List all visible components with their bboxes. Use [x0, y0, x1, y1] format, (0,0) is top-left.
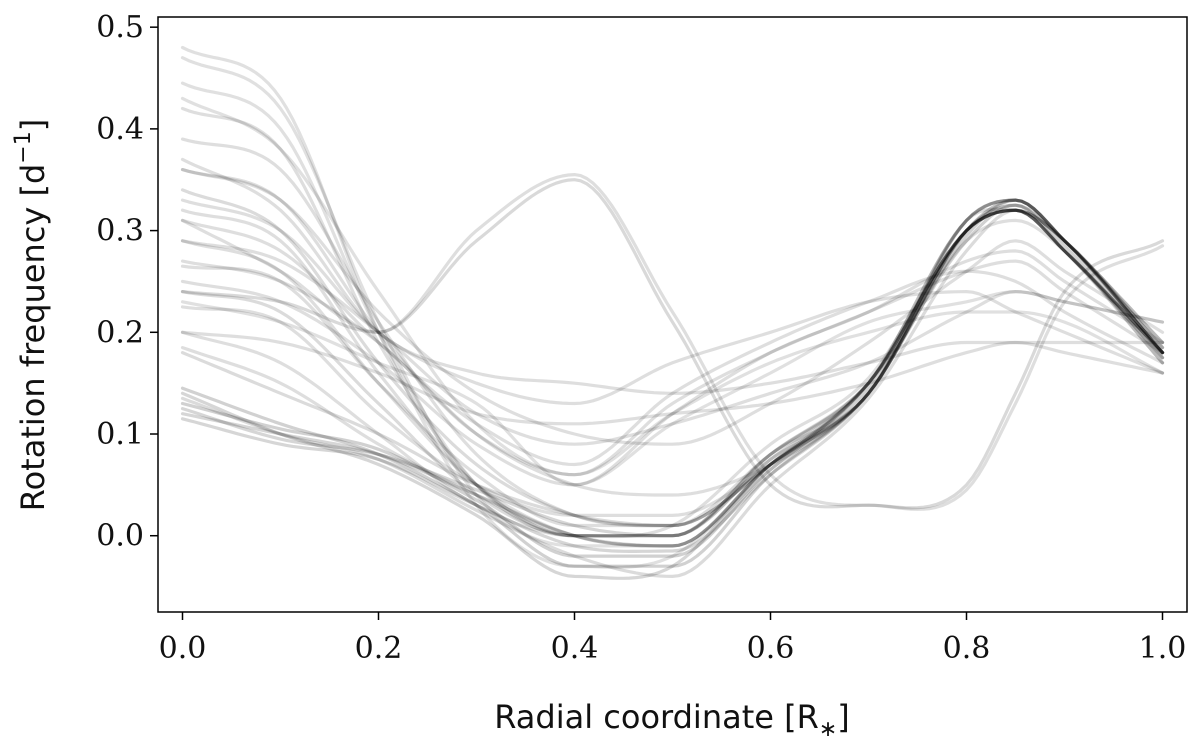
series-line-c08: [180, 208, 1165, 528]
y-tick-label: 0.5: [96, 10, 144, 45]
series-line-c31: [180, 290, 1165, 487]
series-line-c17: [180, 168, 1165, 497]
y-tick-label: 0.0: [96, 519, 144, 554]
y-tick-label: 0.3: [96, 214, 144, 249]
series-line-c02: [180, 203, 1165, 558]
series-line-c01: [180, 208, 1165, 548]
series-line-c15: [180, 198, 1165, 538]
series-line-c30: [180, 330, 1165, 426]
x-tick-label: 0.4: [551, 631, 599, 666]
series-line-c03: [180, 198, 1165, 568]
y-axis-title: Rotation frequency [d−1]: [11, 119, 52, 511]
series-line-c09: [180, 218, 1165, 538]
series-line-c18: [180, 137, 1165, 528]
series-line-c12: [180, 207, 1165, 538]
x-tick-label: 0.8: [943, 631, 991, 666]
series-line-c13: [180, 208, 1165, 528]
series-line-c32: [180, 96, 1165, 477]
series-line-c05: [180, 198, 1165, 538]
y-tick-label: 0.2: [96, 315, 144, 350]
series-line-c34: [180, 173, 1165, 511]
series-line-c16: [180, 188, 1165, 528]
curve-group: [180, 45, 1165, 580]
series-line-c25: [180, 259, 1165, 477]
plot-frame: [157, 16, 1188, 613]
series-line-c27: [180, 168, 1165, 446]
series-line-c23: [180, 198, 1165, 406]
x-axis-title: Radial coordinate [R∗]: [494, 698, 850, 742]
series-line-c24: [180, 218, 1165, 467]
x-tick-label: 1.0: [1139, 631, 1187, 666]
x-tick-label: 0.2: [355, 631, 403, 666]
x-tick-label: 0.0: [159, 631, 207, 666]
series-line-c11: [180, 198, 1165, 517]
x-tick-label: 0.6: [747, 631, 795, 666]
series-line-c26: [180, 249, 1165, 487]
series-line-c10: [180, 208, 1165, 539]
tick-group: 0.0 0.2 0.4 0.6 0.8 1.0 0.0 0.1 0.2 0.3 0.4 0.5: [96, 10, 1186, 666]
series-line-c20: [180, 81, 1165, 538]
y-tick-label: 0.1: [96, 417, 144, 452]
series-line-c33: [180, 178, 1165, 510]
series-line-c07: [180, 208, 1165, 578]
series-line-c19: [180, 106, 1165, 548]
series-line-c29: [180, 157, 1165, 395]
series-line-c04: [180, 208, 1165, 580]
series-line-c21: [180, 56, 1165, 548]
y-tick-label: 0.4: [96, 112, 144, 147]
series-line-c14: [180, 203, 1165, 548]
series-line-c22: [180, 45, 1165, 569]
series-line-c28: [180, 239, 1165, 446]
series-line-c06: [180, 203, 1165, 553]
